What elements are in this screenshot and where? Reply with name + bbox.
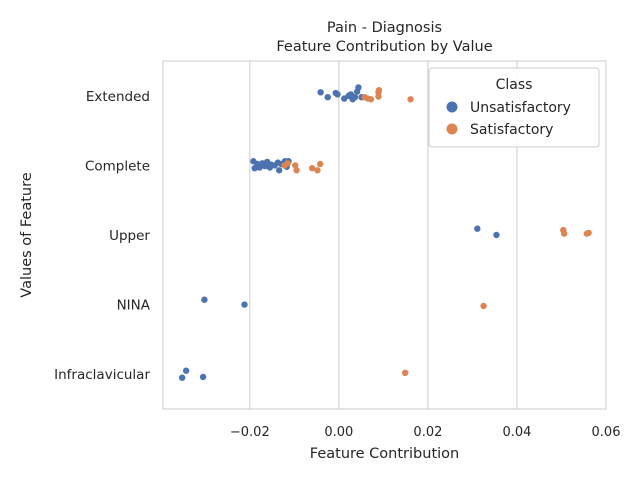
- y-tick-label: NINA: [117, 298, 151, 314]
- x-tick-label: 0.00: [324, 425, 353, 440]
- data-point-satisfactory: [292, 162, 299, 169]
- data-point-unsatisfactory: [199, 373, 207, 381]
- data-point-satisfactory: [375, 87, 383, 94]
- y-tick-label: Complete: [85, 158, 150, 174]
- data-point-satisfactory: [316, 160, 324, 168]
- data-point-satisfactory: [293, 167, 300, 174]
- y-tick-labels: Extended Complete Upper NINA Infraclavicular: [54, 89, 151, 383]
- x-tick-label: 0.02: [413, 425, 442, 440]
- data-point-satisfactory: [585, 229, 592, 237]
- data-point-unsatisfactory: [351, 93, 359, 101]
- data-point-satisfactory: [367, 96, 375, 103]
- data-point-unsatisfactory: [317, 89, 324, 96]
- data-point-unsatisfactory: [355, 84, 362, 91]
- data-point-satisfactory: [402, 369, 409, 377]
- data-point-unsatisfactory: [324, 93, 331, 101]
- data-point-satisfactory: [407, 96, 414, 103]
- data-point-unsatisfactory: [182, 367, 190, 374]
- legend-label-unsatisfactory: Unsatisfactory: [470, 100, 571, 116]
- legend-marker-unsatisfactory: [446, 101, 458, 113]
- data-point-unsatisfactory: [474, 225, 481, 232]
- data-point-unsatisfactory: [178, 374, 186, 381]
- chart-title: Pain - Diagnosis: [327, 20, 442, 36]
- data-point-satisfactory: [480, 302, 487, 310]
- x-tick-labels: −0.02 0.00 0.02 0.04 0.06: [230, 425, 621, 440]
- y-tick-label: Extended: [86, 89, 150, 105]
- plot-area-frame: [162, 60, 607, 410]
- legend-box: [428, 67, 600, 148]
- data-point-unsatisfactory: [201, 296, 208, 303]
- legend-label-satisfactory: Satisfactory: [470, 122, 553, 138]
- legend-marker-satisfactory: [446, 123, 458, 135]
- data-point-unsatisfactory: [276, 167, 283, 174]
- data-points: [178, 84, 592, 381]
- chart-subtitle: Feature Contribution by Value: [276, 39, 492, 55]
- y-tick-label: Infraclavicular: [54, 367, 150, 383]
- y-axis-label: Values of Feature: [19, 172, 35, 297]
- x-tick-label: −0.02: [230, 425, 270, 440]
- data-point-satisfactory: [308, 164, 316, 172]
- x-tick-label: 0.04: [502, 425, 531, 440]
- data-point-satisfactory: [375, 93, 382, 100]
- data-point-satisfactory: [284, 160, 291, 167]
- x-axis-label: Feature Contribution: [310, 446, 459, 462]
- x-tick-label: 0.06: [592, 425, 621, 440]
- data-point-unsatisfactory: [334, 91, 341, 98]
- data-point-unsatisfactory: [493, 231, 500, 239]
- data-point-unsatisfactory: [241, 301, 248, 308]
- data-point-satisfactory: [560, 230, 568, 237]
- data-point-satisfactory: [314, 167, 321, 174]
- legend: Class Unsatisfactory Satisfactory: [428, 67, 600, 148]
- legend-title: Class: [496, 77, 533, 93]
- y-tick-label: Upper: [109, 228, 150, 244]
